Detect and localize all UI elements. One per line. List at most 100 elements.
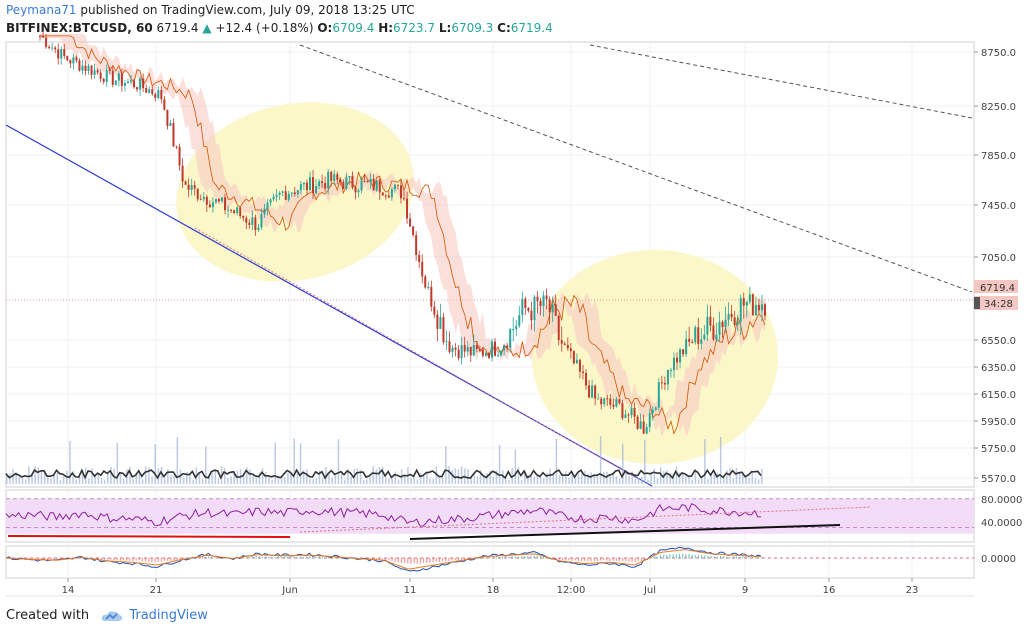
candle	[321, 174, 324, 189]
chart-canvas[interactable]: 8750.0 8250.0 7850.0 7450.0 7050.0 6550.0 6350…	[0, 0, 1032, 600]
volume-bar	[186, 472, 188, 484]
candle	[633, 402, 636, 424]
volume-bar	[246, 467, 248, 484]
candle-body	[727, 313, 730, 320]
candle-body	[424, 276, 427, 288]
tradingview-brand-link[interactable]: TradingView	[129, 608, 208, 623]
price-series	[39, 30, 766, 437]
candle	[472, 334, 475, 357]
volume-bar	[682, 473, 684, 484]
candle-body	[618, 399, 621, 404]
candle	[284, 185, 287, 201]
macd-histogram-bar	[385, 558, 387, 560]
volume-bar	[726, 470, 728, 484]
volume-bar	[445, 446, 447, 484]
candle	[345, 173, 348, 191]
candle-body	[154, 93, 157, 98]
candle-body	[69, 60, 72, 64]
volume-bar	[18, 476, 21, 484]
candle	[293, 186, 296, 197]
candle-body	[730, 313, 733, 318]
volume-bar	[359, 469, 362, 484]
volume-bar	[116, 442, 119, 484]
candle-body	[239, 207, 242, 217]
macd-histogram-bar	[214, 557, 216, 559]
candle-body	[148, 89, 151, 93]
candle-body	[369, 178, 372, 183]
macd-histogram-bar	[631, 558, 633, 563]
volume-bar	[751, 470, 754, 484]
candle	[260, 208, 263, 230]
candle-body	[357, 190, 360, 193]
candle-body	[585, 373, 588, 386]
volume-bar	[167, 469, 169, 484]
candle	[518, 306, 521, 328]
candle	[751, 293, 754, 316]
volume-bar	[571, 472, 573, 484]
volume-bar	[678, 472, 681, 484]
volume-bar	[754, 477, 757, 484]
candle	[481, 346, 484, 358]
candle	[448, 331, 451, 354]
candle	[63, 43, 66, 59]
candle-body	[572, 351, 575, 364]
candle	[369, 173, 372, 189]
candle-body	[688, 338, 691, 342]
volume-bar	[163, 478, 166, 484]
volume-bar	[81, 469, 84, 484]
macd-histogram-bar	[723, 555, 725, 559]
macd-histogram-bar	[757, 556, 760, 559]
macd-histogram-bar	[94, 558, 96, 560]
candle	[148, 86, 151, 94]
volume-bar	[261, 468, 264, 484]
volume-bar	[91, 468, 93, 484]
volume-bar	[182, 477, 185, 484]
candle-body	[260, 214, 263, 228]
volume-bar	[748, 477, 750, 484]
candle-body	[469, 346, 472, 356]
author-link[interactable]: Peymana71	[6, 3, 77, 17]
rsi-support-black	[409, 524, 841, 540]
volume-bar	[290, 471, 292, 484]
candle	[90, 64, 93, 80]
candle	[494, 337, 497, 357]
candle-body	[745, 301, 748, 306]
candle	[78, 58, 81, 72]
volume-bar	[524, 470, 526, 484]
candle-body	[160, 89, 163, 100]
macd-histogram-bar	[501, 556, 504, 559]
candle-body	[748, 294, 751, 302]
volume-bar	[337, 439, 340, 484]
candle	[342, 179, 345, 190]
volume-bar	[293, 438, 295, 484]
volume-bar	[94, 473, 96, 484]
candle-body	[581, 371, 584, 374]
candle-body	[463, 344, 466, 352]
open-label: O:	[317, 21, 333, 35]
macd-histogram-bar	[103, 558, 106, 560]
macd-histogram-bar	[325, 557, 327, 559]
volume-bar	[160, 466, 163, 484]
candle-body	[412, 226, 415, 236]
candle-body	[624, 414, 627, 419]
candle	[615, 396, 618, 408]
candle-body	[457, 349, 460, 359]
candle	[99, 68, 102, 83]
macd-histogram-bar	[400, 558, 403, 563]
candle	[503, 344, 506, 356]
macd-histogram-bar	[719, 555, 722, 559]
volume-bar	[546, 472, 548, 484]
candle	[48, 44, 51, 50]
candle	[469, 346, 472, 362]
macd-histogram-bar	[691, 554, 693, 559]
macd-histogram-bar	[97, 558, 99, 559]
volume-bar	[609, 473, 611, 484]
candle-body	[284, 191, 287, 200]
candle-body	[712, 325, 715, 340]
price-tick-label: 7450.0	[981, 201, 1016, 212]
volume-bar	[590, 472, 592, 484]
candle-body	[563, 343, 566, 345]
candle-body	[442, 317, 445, 343]
candle-body	[387, 195, 390, 198]
candle-body	[345, 177, 348, 189]
